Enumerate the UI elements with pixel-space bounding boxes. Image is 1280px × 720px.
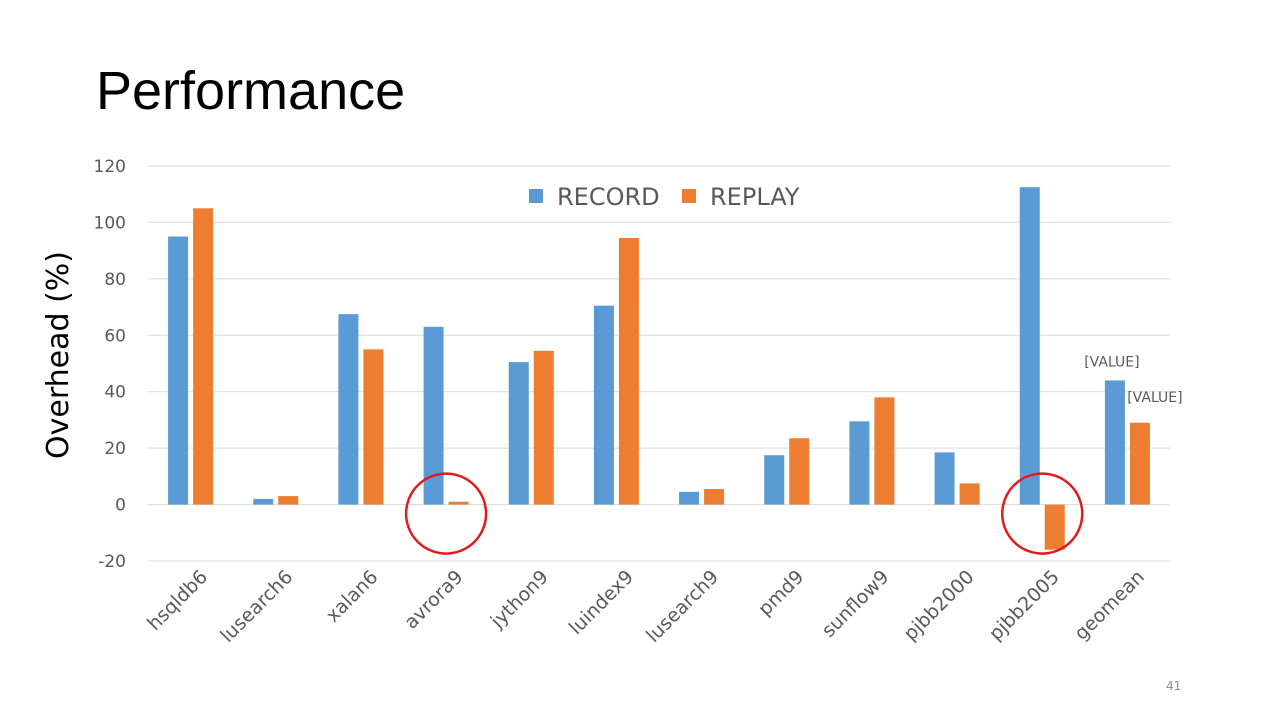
bar-replay-pjbb2000 [959, 483, 980, 505]
x-axis-ticks: hsqldb6 lusearch6 xalan6 avrora9 jython9 luin… [143, 566, 1149, 647]
x-tick-label: geomean [1070, 566, 1149, 645]
y-tick-label: 120 [94, 157, 126, 177]
bar-replay-jython9 [533, 350, 554, 505]
y-tick-label: 40 [104, 383, 126, 403]
bar-replay-sunflow9 [874, 397, 895, 505]
highlight-circle-avrora9 [404, 472, 488, 555]
bar-record-hsqldb6 [168, 236, 189, 505]
y-axis-title: Overhead (%) [41, 251, 76, 459]
bar-replay-pjbb2005 [1044, 504, 1065, 550]
slide-number: 41 [1166, 679, 1182, 693]
x-tick-label: avrora9 [400, 566, 467, 633]
data-label: [VALUE] [1084, 354, 1139, 370]
bar-replay-avrora9 [448, 501, 469, 505]
x-tick-label: pjbb2005 [985, 566, 1064, 645]
bar-record-pjbb2005 [1019, 187, 1040, 505]
bar-record-pmd9 [764, 455, 785, 505]
y-tick-label: 20 [104, 439, 126, 459]
x-tick-label: lusearch6 [216, 566, 297, 647]
legend-swatch-replay [682, 189, 696, 203]
x-tick-label: pmd9 [754, 566, 808, 620]
bar-record-avrora9 [423, 326, 444, 505]
bar-record-xalan6 [338, 314, 359, 505]
x-tick-label: jython9 [486, 566, 553, 633]
y-tick-label: 80 [104, 270, 126, 290]
y-tick-label: 100 [94, 213, 126, 233]
bar-record-sunflow9 [849, 421, 870, 505]
bar-record-luindex9 [593, 305, 614, 505]
y-axis-ticks: -20 0 20 40 60 80 100 120 [94, 157, 126, 572]
bar-replay-luindex9 [618, 237, 639, 505]
bar-replay-pmd9 [789, 438, 810, 505]
x-tick-label: pjbb2000 [900, 566, 979, 645]
bars [168, 187, 1150, 550]
x-tick-label: sunflow9 [818, 566, 894, 642]
highlight-circles [404, 472, 1084, 555]
bar-replay-geomean [1129, 422, 1150, 505]
gridlines [148, 165, 1170, 562]
y-tick-label: -20 [98, 552, 126, 572]
data-label: [VALUE] [1127, 390, 1182, 406]
x-tick-label: hsqldb6 [143, 566, 212, 635]
x-tick-label: xalan6 [322, 566, 383, 627]
bar-record-geomean [1104, 380, 1125, 505]
legend: RECORD REPLAY [529, 183, 800, 211]
y-tick-label: 0 [115, 496, 126, 516]
data-labels: [VALUE] [VALUE] [1084, 354, 1182, 405]
bar-record-lusearch6 [253, 498, 274, 505]
x-tick-label: lusearch9 [642, 566, 723, 647]
bar-replay-lusearch9 [704, 489, 725, 505]
legend-label-record: RECORD [557, 183, 660, 211]
bar-replay-xalan6 [363, 349, 384, 505]
y-tick-label: 60 [104, 326, 126, 346]
legend-swatch-record [529, 189, 543, 203]
bar-replay-lusearch6 [278, 496, 299, 505]
highlight-circle-pjbb2005 [1001, 472, 1084, 555]
bar-record-jython9 [508, 362, 529, 505]
bar-record-pjbb2000 [934, 452, 955, 505]
bar-record-lusearch9 [679, 491, 700, 505]
legend-label-replay: REPLAY [710, 183, 800, 211]
x-tick-label: luindex9 [565, 566, 638, 639]
slide-title: Performance [96, 61, 406, 121]
bar-replay-hsqldb6 [193, 208, 214, 505]
